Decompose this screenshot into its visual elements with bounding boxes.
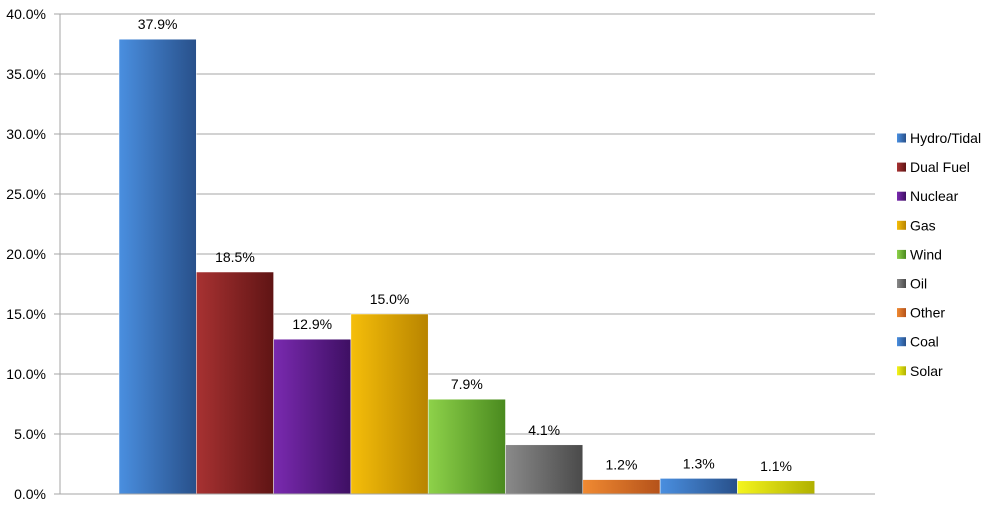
legend-label: Coal	[910, 334, 939, 350]
legend-swatch	[897, 133, 906, 143]
y-tick-label: 35.0%	[6, 66, 46, 82]
y-tick-label: 5.0%	[14, 426, 46, 442]
bar-hydro-tidal	[118, 38, 197, 495]
y-tick-label: 15.0%	[6, 306, 46, 322]
data-label: 1.2%	[605, 457, 637, 473]
legend-item: Dual Fuel	[897, 159, 970, 175]
bar-dual-fuel	[196, 271, 274, 495]
data-label: 37.9%	[138, 16, 178, 32]
bar-gas	[350, 313, 429, 495]
bar-coal	[659, 478, 738, 495]
bar-solar	[737, 480, 815, 495]
legend-swatch	[897, 308, 906, 318]
data-label: 7.9%	[451, 376, 483, 392]
bar-oil	[505, 444, 584, 495]
y-tick-label: 20.0%	[6, 246, 46, 262]
legend-label: Other	[910, 305, 945, 321]
data-label: 12.9%	[292, 316, 332, 332]
bar-wind	[427, 398, 506, 495]
bars	[118, 38, 815, 495]
legend-swatch	[897, 249, 906, 259]
data-label: 18.5%	[215, 249, 255, 265]
legend-item: Oil	[897, 276, 927, 292]
y-tick-label: 30.0%	[6, 126, 46, 142]
bar-nuclear	[273, 338, 352, 495]
legend-swatch	[897, 220, 906, 230]
legend-label: Oil	[910, 276, 927, 292]
data-label: 4.1%	[528, 422, 560, 438]
legend-label: Solar	[910, 363, 943, 379]
y-tick-label: 0.0%	[14, 486, 46, 502]
data-label: 1.1%	[760, 458, 792, 474]
legend-label: Hydro/Tidal	[910, 130, 981, 146]
legend-item: Nuclear	[897, 188, 959, 204]
legend-label: Nuclear	[910, 188, 959, 204]
legend-item: Solar	[897, 363, 943, 379]
y-tick-label: 25.0%	[6, 186, 46, 202]
legend-item: Other	[897, 305, 945, 321]
legend-label: Dual Fuel	[910, 159, 970, 175]
legend-label: Gas	[910, 217, 936, 233]
legend-item: Gas	[897, 217, 936, 233]
y-tick-label: 10.0%	[6, 366, 46, 382]
legend-swatch	[897, 191, 906, 201]
legend-swatch	[897, 162, 906, 172]
legend-swatch	[897, 279, 906, 288]
y-axis-tick-labels: 0.0% 5.0% 10.0% 15.0% 20.0% 25.0% 30.0% 35.0% 40…	[6, 6, 46, 502]
y-tick-label: 40.0%	[6, 6, 46, 22]
bar-other	[582, 479, 661, 495]
legend-swatch	[897, 366, 906, 376]
legend-item: Hydro/Tidal	[897, 130, 981, 146]
legend-label: Wind	[910, 246, 942, 262]
legend-item: Wind	[897, 246, 942, 262]
data-label: 1.3%	[683, 455, 715, 471]
legend: Hydro/Tidal Dual Fuel Nuclear Gas Wind Oil Oth…	[897, 130, 981, 379]
legend-swatch	[897, 337, 906, 347]
data-labels: 37.9% 18.5% 12.9% 15.0% 7.9% 4.1% 1.2% 1.3% 1.1%	[138, 16, 792, 474]
legend-item: Coal	[897, 334, 939, 350]
data-label: 15.0%	[370, 291, 410, 307]
